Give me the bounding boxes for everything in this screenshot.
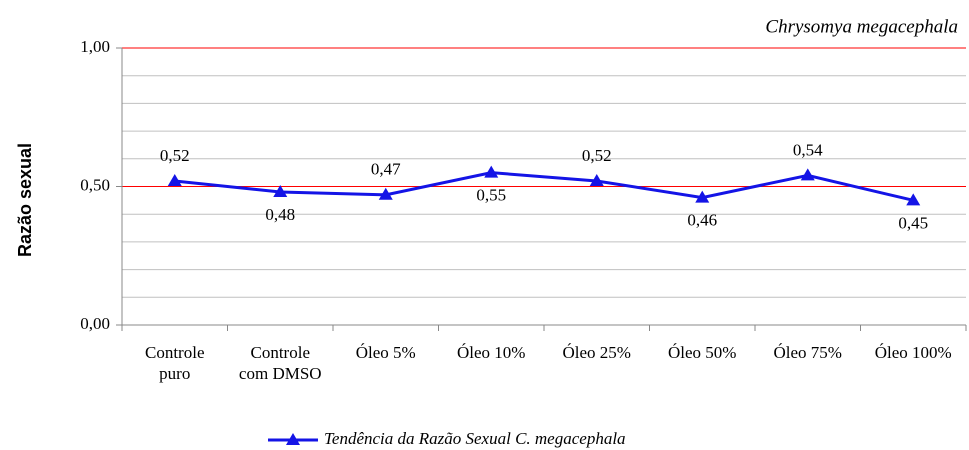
y-tick-label: 0,00 (80, 314, 110, 333)
data-label: 0,48 (265, 205, 295, 224)
x-tick-label: Óleo 10% (457, 343, 526, 362)
data-label: 0,46 (687, 210, 717, 229)
data-point (906, 193, 921, 206)
data-label: 0,52 (582, 146, 612, 165)
data-label: 0,55 (476, 186, 506, 205)
legend-marker (286, 433, 300, 445)
data-label: 0,54 (793, 140, 823, 159)
x-tick-label: Óleo 5% (355, 343, 416, 362)
x-tick-label: Controle com DMSO (238, 343, 322, 383)
y-tick-label: 0,50 (80, 175, 110, 194)
series-line (174, 171, 914, 202)
x-tick-label: Óleo 50% (668, 343, 737, 362)
data-point (589, 173, 604, 186)
x-tick-label: Óleo 100% (874, 343, 952, 362)
x-tick-label: Controle puro (145, 343, 205, 383)
chart-title: Chrysomya megacephala (765, 16, 958, 37)
data-point (484, 165, 499, 178)
data-label: 0,47 (371, 160, 401, 179)
y-tick-label: 1,00 (80, 37, 110, 56)
data-point (695, 190, 710, 203)
data-label: 0,45 (898, 213, 928, 232)
data-point (378, 187, 393, 200)
data-point (800, 168, 815, 181)
legend-label: Tendência da Razão Sexual C. megacephala (324, 429, 626, 448)
data-label: 0,52 (160, 146, 190, 165)
x-tick-label: Óleo 25% (562, 343, 631, 362)
data-point (273, 185, 288, 198)
x-tick-label: Óleo 75% (773, 343, 842, 362)
y-axis-label: Razão sexual (15, 143, 35, 257)
data-point (167, 173, 182, 186)
